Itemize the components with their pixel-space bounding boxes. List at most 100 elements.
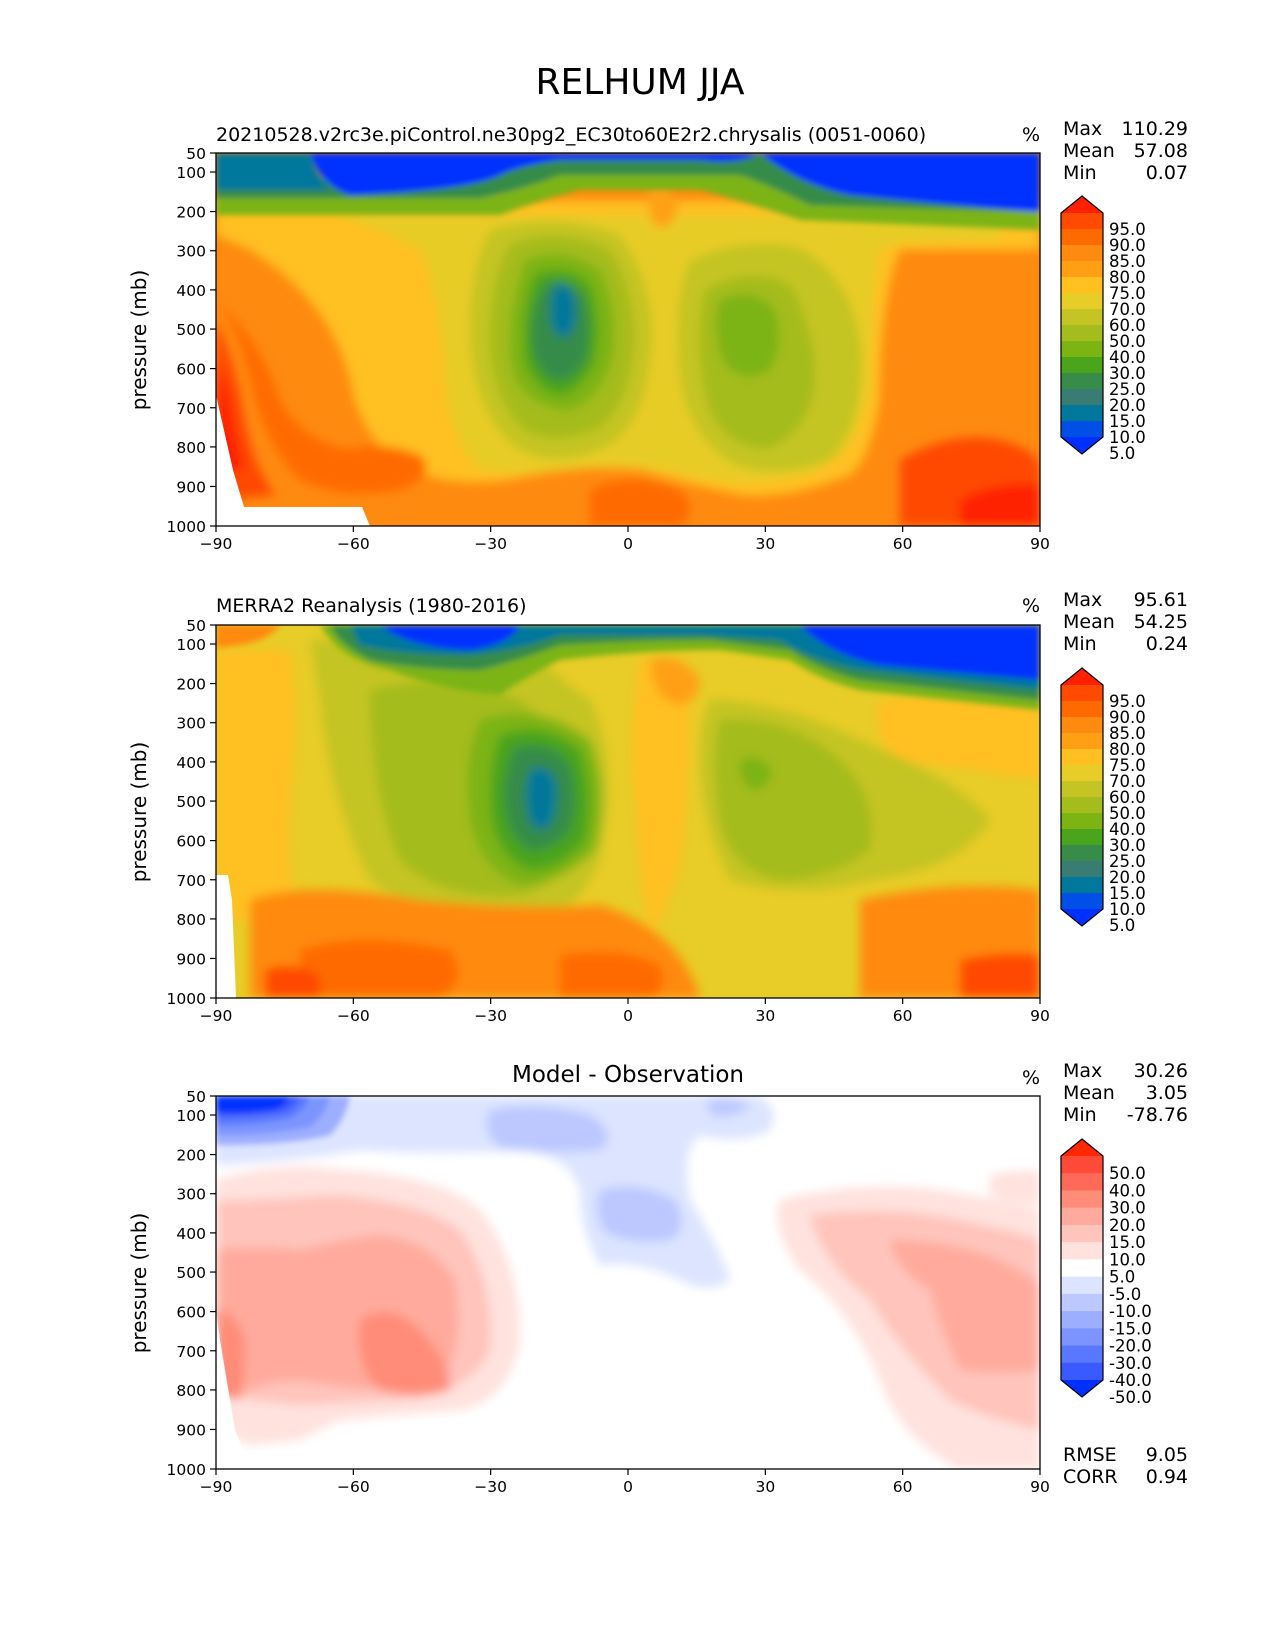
- x-tick-label: 60: [893, 535, 913, 553]
- y-tick-label: 800: [176, 439, 206, 457]
- colorbar-label: 80.0: [1109, 740, 1146, 759]
- stat-value: -78.76: [1127, 1104, 1188, 1126]
- model-region-lowlevel-red-core-ne: [960, 484, 1040, 526]
- reanalysis-region-lowlevel-dark-orange: [300, 940, 458, 998]
- colorbar-swatch: [1061, 1293, 1103, 1312]
- difference-missing-topography: [216, 1310, 300, 1469]
- stat-label: Max: [1063, 589, 1102, 611]
- colorbar-label: 25.0: [1109, 380, 1146, 399]
- y-tick-label: 600: [176, 833, 206, 851]
- y-tick-label: 400: [176, 1225, 206, 1243]
- colorbar-swatch: [1061, 1362, 1103, 1381]
- x-tick-label: 0: [623, 1478, 633, 1496]
- metric-label: CORR: [1063, 1466, 1118, 1488]
- diff-region-neg-upper-south-50: [216, 1096, 290, 1113]
- x-tick-label: 60: [893, 1007, 913, 1025]
- panel-model-title: 20210528.v2rc3e.piControl.ne30pg2_EC30to…: [216, 124, 926, 146]
- panel-model-units: %: [1022, 124, 1040, 146]
- stat-label: Mean: [1063, 1082, 1115, 1104]
- panel-difference-colorbar: 50.040.030.020.015.010.05.0-5.0-10.0-15.…: [1060, 1138, 1152, 1407]
- colorbar-swatch: [1061, 893, 1103, 910]
- colorbar-outline: [1060, 667, 1104, 927]
- model-region-upper-teal: [216, 153, 1040, 212]
- diff-region-neg-10-upper: [486, 1106, 608, 1153]
- colorbar-label: 70.0: [1109, 772, 1146, 791]
- colorbar-swatch: [1061, 685, 1103, 702]
- y-tick-label: 50: [186, 617, 206, 635]
- colorbar-label: -50.0: [1109, 1388, 1152, 1407]
- panel-reanalysis-ylabel: pressure (mb): [127, 742, 151, 883]
- reanalysis-region-equator-orange: [650, 657, 700, 705]
- reanalysis-region-upper-blue-south: [380, 625, 520, 650]
- x-tick-label: −60: [337, 1007, 370, 1025]
- colorbar-label: 50.0: [1109, 804, 1146, 823]
- colorbar-swatch: [1061, 389, 1103, 406]
- reanalysis-region-upper-blue-north: [800, 625, 1040, 680]
- stat-value: 0.07: [1146, 162, 1188, 184]
- y-tick-label: 200: [176, 204, 206, 222]
- colorbar-swatch: [1061, 797, 1103, 814]
- colorbar-extend-min: [1061, 437, 1103, 454]
- x-tick-label: 30: [755, 535, 775, 553]
- colorbar-label: 95.0: [1109, 692, 1146, 711]
- colorbar-label: -5.0: [1109, 1285, 1141, 1304]
- panel-reanalysis: MERRA2 Reanalysis (1980-2016) %: [127, 589, 1188, 1025]
- colorbar-label: 75.0: [1109, 756, 1146, 775]
- x-tick-label: −90: [200, 1478, 233, 1496]
- x-tick-label: 0: [623, 1007, 633, 1025]
- colorbar-swatch: [1061, 293, 1103, 310]
- colorbar-swatch: [1061, 1173, 1103, 1192]
- colorbar-swatch: [1061, 845, 1103, 862]
- stat-value: 95.61: [1134, 589, 1188, 611]
- y-tick-label: 1000: [167, 518, 206, 536]
- colorbar-swatch: [1061, 733, 1103, 750]
- figure-title: RELHUM JJA: [536, 62, 745, 103]
- panel-difference-metrics: RMSE 9.05 CORR 0.94: [1063, 1444, 1188, 1488]
- y-tick-label: 700: [176, 400, 206, 418]
- reanalysis-region-upper-orange-sw: [216, 625, 280, 648]
- x-tick-label: −90: [200, 535, 233, 553]
- model-region-equatorial-orange: [648, 184, 678, 228]
- colorbar-swatch: [1061, 277, 1103, 294]
- colorbar-swatch: [1061, 877, 1103, 894]
- x-tick-label: −30: [474, 1478, 507, 1496]
- metric-value: 9.05: [1146, 1444, 1188, 1466]
- x-tick-label: 90: [1030, 1478, 1050, 1496]
- panel-model: 20210528.v2rc3e.piControl.ne30pg2_EC30to…: [127, 118, 1188, 553]
- colorbar-label: 70.0: [1109, 300, 1146, 319]
- colorbar-swatch: [1061, 813, 1103, 830]
- colorbar-swatch: [1061, 1259, 1103, 1278]
- panel-difference-field: [216, 1096, 1040, 1469]
- colorbar-label: 75.0: [1109, 284, 1146, 303]
- colorbar-swatch: [1061, 781, 1103, 798]
- model-region-upper-green: [216, 153, 1040, 230]
- colorbar-label: 30.0: [1109, 836, 1146, 855]
- colorbar-swatch: [1061, 325, 1103, 342]
- panel-difference-xaxis: −90 −60 −30 0 30 60 90: [200, 1469, 1050, 1496]
- colorbar-label: -10.0: [1109, 1302, 1152, 1321]
- y-tick-label: 700: [176, 872, 206, 890]
- colorbar-swatch: [1061, 357, 1103, 374]
- colorbar-label: 40.0: [1109, 820, 1146, 839]
- metric-value: 0.94: [1146, 1466, 1188, 1488]
- colorbar-swatch: [1061, 1207, 1103, 1226]
- x-tick-label: 0: [623, 535, 633, 553]
- y-tick-label: 600: [176, 1304, 206, 1322]
- stat-label: Max: [1063, 1060, 1102, 1082]
- panel-difference-ylabel: pressure (mb): [127, 1213, 151, 1354]
- diff-region-pos-small-north: [990, 1170, 1040, 1205]
- y-tick-label: 1000: [167, 990, 206, 1008]
- reanalysis-region-lowlevel-red-north: [960, 953, 1040, 998]
- stat-value: 30.26: [1134, 1060, 1188, 1082]
- stat-value: 0.24: [1146, 633, 1188, 655]
- colorbar-swatch: [1061, 717, 1103, 734]
- model-region-dark-green-north: [716, 294, 779, 377]
- colorbar-label: 90.0: [1109, 708, 1146, 727]
- stat-label: Min: [1063, 633, 1097, 655]
- colorbar-label: 40.0: [1109, 1181, 1146, 1200]
- y-tick-label: 50: [186, 145, 206, 163]
- panel-reanalysis-units: %: [1022, 595, 1040, 617]
- colorbar-swatch: [1061, 1224, 1103, 1243]
- panel-reanalysis-colorbar: 95.090.085.080.075.070.060.050.040.030.0…: [1060, 667, 1146, 935]
